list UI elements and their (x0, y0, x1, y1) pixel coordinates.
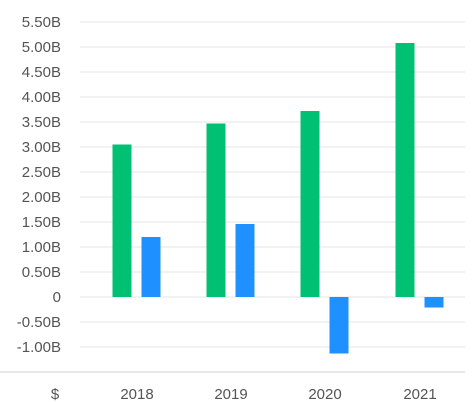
bars (112, 43, 444, 354)
bar-series-1-2020 (300, 111, 320, 297)
y-tick-label: 4.50B (22, 64, 61, 81)
x-category-label: 2018 (120, 386, 153, 402)
x-category-label: 2019 (214, 386, 247, 402)
grid-layer (0, 21, 465, 373)
bar-series-1-2021 (395, 43, 415, 297)
y-tick-label: 5.50B (22, 14, 61, 31)
y-tick-label: 0 (53, 289, 61, 306)
bar-series-2-2018 (141, 237, 161, 297)
x-category-label: 2021 (403, 386, 436, 402)
y-tick-label: 3.50B (22, 114, 61, 131)
bar-series-2-2020 (329, 297, 349, 354)
y-tick-label: 4.00B (22, 89, 61, 106)
y-tick-label: 2.50B (22, 164, 61, 181)
bar-series-1-2018 (112, 144, 132, 297)
y-tick-label: 2.00B (22, 189, 61, 206)
y-axis-ticks: 5.50B 5.00B 4.50B 4.00B 3.50B 3.00B 2.50B 2.00B… (17, 14, 61, 356)
bar-series-2-2021 (424, 297, 444, 308)
y-tick-label: 3.00B (22, 139, 61, 156)
currency-label: $ (51, 386, 60, 402)
y-tick-label: 1.50B (22, 214, 61, 231)
y-tick-label: -0.50B (17, 314, 61, 331)
y-tick-label: 5.00B (22, 39, 61, 56)
x-category-label: 2020 (308, 386, 341, 402)
y-tick-label: 0.50B (22, 264, 61, 281)
x-axis-categories: 2018 2019 2020 2021 (120, 386, 436, 402)
y-tick-label: 1.00B (22, 239, 61, 256)
bar-series-2-2019 (235, 224, 255, 297)
bar-series-1-2019 (206, 123, 226, 297)
y-tick-label: -1.00B (17, 339, 61, 356)
